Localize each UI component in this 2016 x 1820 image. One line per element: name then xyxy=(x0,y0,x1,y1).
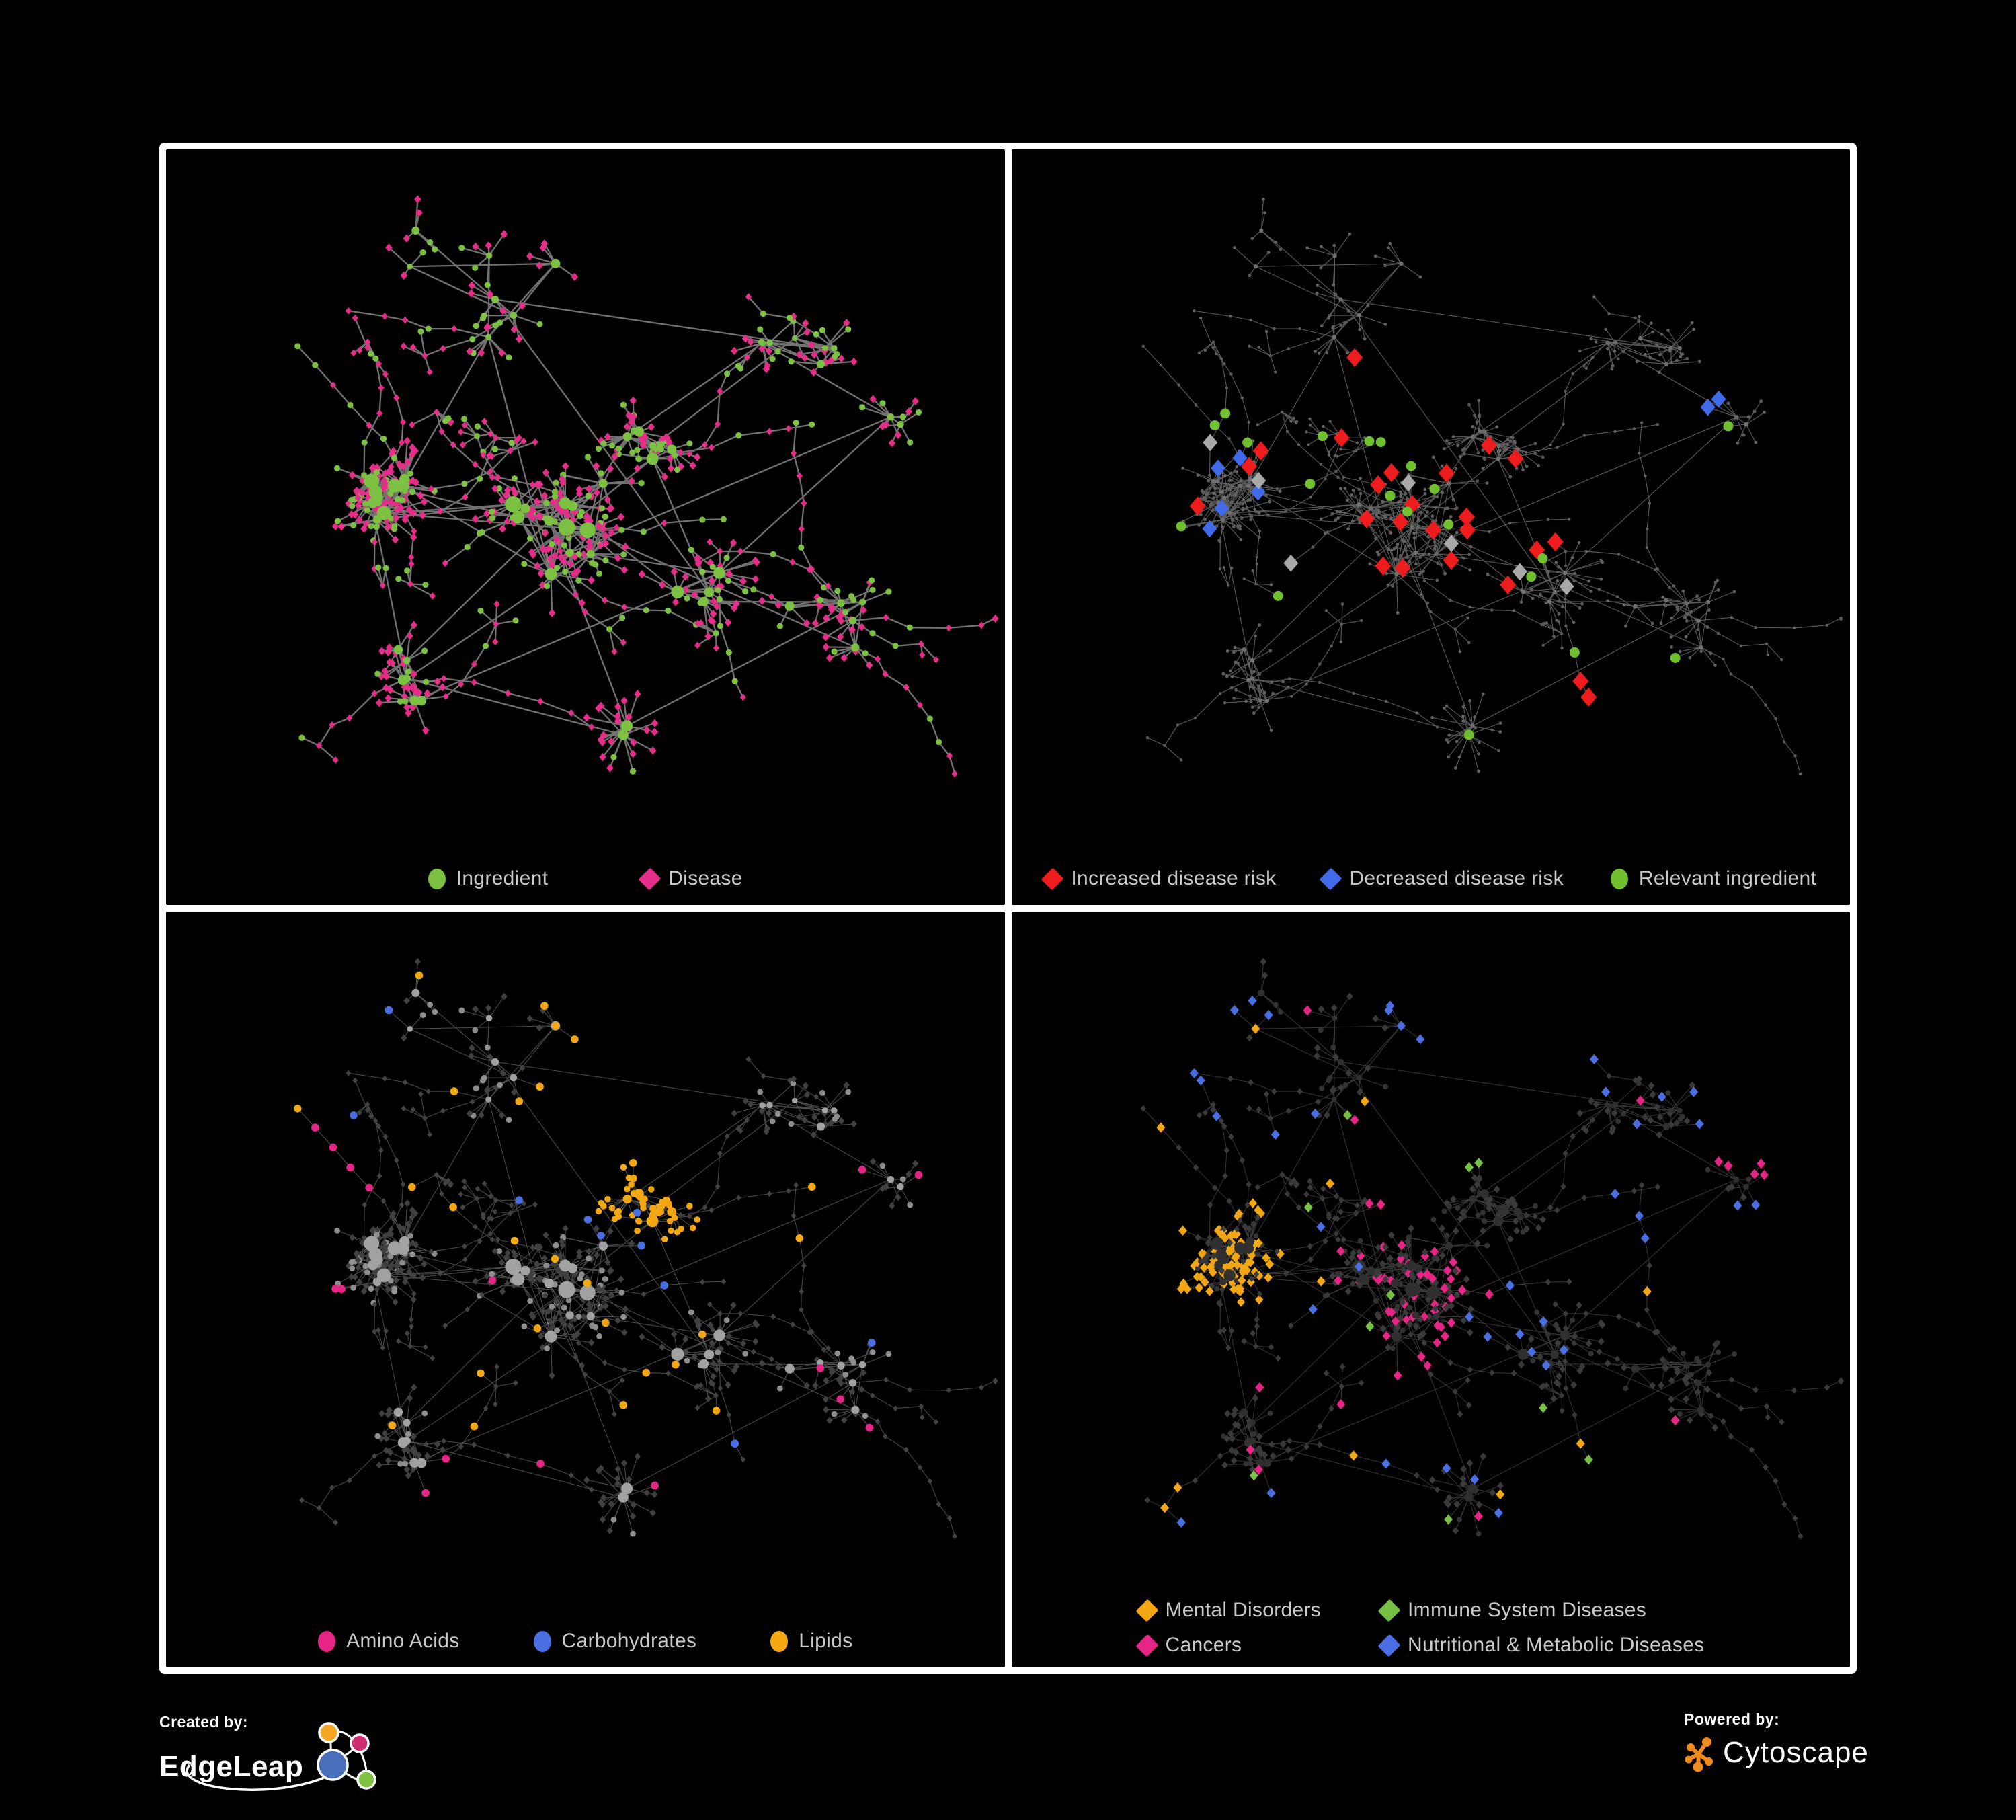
amino-acids-circle-icon xyxy=(318,1630,336,1652)
legend-label: Disease xyxy=(668,867,743,889)
legend-label: Cancers xyxy=(1165,1634,1242,1656)
legend-item: Decreased disease risk xyxy=(1320,867,1564,890)
powered-by-block: Powered by: Cytoscape xyxy=(1684,1710,1869,1773)
edgeleap-wordmark: EdgeLeap xyxy=(159,1750,304,1783)
legend-nutrient-class: Amino Acids Carbohydrates Lipids xyxy=(166,1630,1005,1653)
relevant-ingredient-circle-icon xyxy=(1610,868,1628,889)
legend-item: Carbohydrates xyxy=(533,1630,697,1653)
ingredient-disease-network xyxy=(294,195,999,778)
nutritional-metabolic-diamond-icon xyxy=(1377,1634,1401,1657)
legend-item: Increased disease risk xyxy=(1041,867,1277,890)
legend-label: Ingredient xyxy=(456,867,549,889)
increased-risk-diamond-icon xyxy=(1041,867,1064,890)
legend-item: Relevant ingredient xyxy=(1610,867,1817,890)
figure-grid: Ingredient Disease Increased disease ris… xyxy=(159,143,1857,1674)
legend-label: Mental Disorders xyxy=(1165,1599,1322,1621)
created-by-block: Created by: EdgeLeap xyxy=(159,1713,388,1798)
legend-label: Immune System Diseases xyxy=(1408,1599,1647,1621)
legend-item: Cancers xyxy=(1135,1634,1322,1657)
legend-label: Lipids xyxy=(799,1630,853,1652)
lipids-circle-icon xyxy=(770,1630,789,1652)
legend-label: Nutritional & Metabolic Diseases xyxy=(1408,1634,1705,1656)
disease-diamond-icon xyxy=(638,867,661,890)
mental-disorders-diamond-icon xyxy=(1135,1599,1158,1622)
legend-item: Ingredient xyxy=(428,867,548,890)
panel-disease-category: Mental Disorders Immune System Diseases … xyxy=(1011,912,1850,1667)
legend-disease-category: Mental Disorders Immune System Diseases … xyxy=(1135,1599,1705,1657)
legend-label: Increased disease risk xyxy=(1071,867,1277,889)
legend-label: Decreased disease risk xyxy=(1349,867,1564,889)
nutrient-class-network xyxy=(293,957,998,1540)
created-by-label: Created by: xyxy=(159,1713,249,1731)
legend-item: Amino Acids xyxy=(318,1630,459,1653)
carbohydrates-circle-icon xyxy=(533,1630,551,1652)
edgeleap-brand-row: EdgeLeap xyxy=(159,1722,388,1798)
legend-disease-risk: Increased disease risk Decreased disease… xyxy=(1012,867,1851,890)
legend-item: Mental Disorders xyxy=(1135,1599,1322,1622)
edgeleap-logo-icon xyxy=(186,1722,377,1791)
cancers-diamond-icon xyxy=(1135,1634,1158,1657)
cytoscape-wordmark: Cytoscape xyxy=(1723,1736,1869,1769)
decreased-risk-diamond-icon xyxy=(1320,867,1342,890)
disease-category-network xyxy=(1140,957,1844,1540)
cytoscape-logo-icon xyxy=(1685,1737,1713,1772)
panel-ingredient-disease: Ingredient Disease xyxy=(166,149,1005,905)
immune-diseases-diamond-icon xyxy=(1377,1599,1401,1622)
cytoscape-brand-row: Cytoscape xyxy=(1684,1733,1869,1773)
legend-ingredient-disease: Ingredient Disease xyxy=(166,867,1005,890)
powered-by-label: Powered by: xyxy=(1684,1710,1780,1728)
legend-label: Carbohydrates xyxy=(561,1630,697,1652)
legend-label: Amino Acids xyxy=(346,1630,460,1652)
legend-item: Immune System Diseases xyxy=(1377,1599,1704,1622)
panel-disease-risk: Increased disease risk Decreased disease… xyxy=(1011,149,1851,905)
legend-item: Nutritional & Metabolic Diseases xyxy=(1377,1634,1705,1657)
legend-item: Disease xyxy=(638,867,743,890)
panel-nutrient-class: Amino Acids Carbohydrates Lipids xyxy=(166,912,1005,1667)
legend-item: Lipids xyxy=(770,1630,852,1653)
disease-risk-network xyxy=(1141,198,1843,775)
ingredient-circle-icon xyxy=(428,868,446,889)
legend-label: Relevant ingredient xyxy=(1638,867,1817,889)
